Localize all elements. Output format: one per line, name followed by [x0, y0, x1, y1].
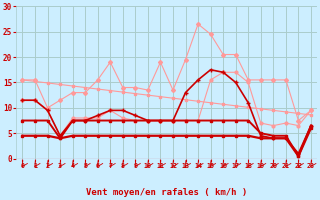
X-axis label: Vent moyen/en rafales ( km/h ): Vent moyen/en rafales ( km/h )	[86, 188, 247, 197]
